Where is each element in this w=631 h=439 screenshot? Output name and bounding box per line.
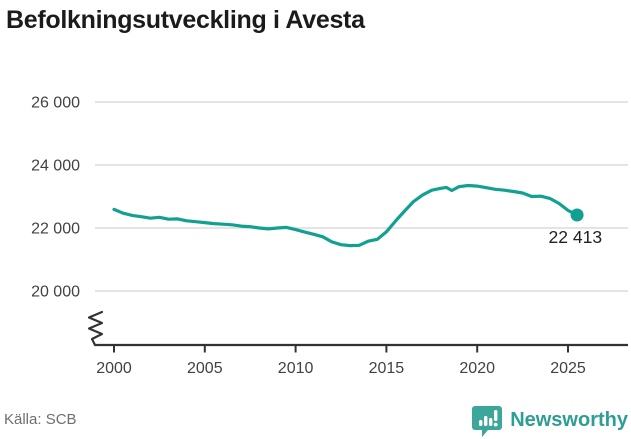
x-axis-tick-labels: 2000 2005 2010 2015 2020 2025 xyxy=(96,360,586,377)
bar-chart-speech-bubble-icon xyxy=(472,406,503,437)
end-point-marker xyxy=(570,208,584,222)
svg-text:2020: 2020 xyxy=(459,360,495,377)
svg-text:26 000: 26 000 xyxy=(31,95,80,112)
svg-text:20 000: 20 000 xyxy=(31,284,80,301)
svg-text:22 000: 22 000 xyxy=(31,221,80,238)
end-point-label: 22 413 xyxy=(549,227,603,247)
svg-text:2005: 2005 xyxy=(187,360,223,377)
y-axis-break-icon xyxy=(87,310,104,347)
svg-text:2025: 2025 xyxy=(550,360,586,377)
gridlines xyxy=(95,101,628,292)
svg-text:24 000: 24 000 xyxy=(31,158,80,175)
svg-text:2015: 2015 xyxy=(369,360,405,377)
chart-title: Befolkningsutveckling i Avesta xyxy=(6,6,365,34)
newsworthy-wordmark: Newsworthy xyxy=(510,409,628,431)
source-note: Källa: SCB xyxy=(4,411,77,428)
newsworthy-logo-link[interactable]: Newsworthy xyxy=(472,403,628,438)
svg-text:2000: 2000 xyxy=(96,360,132,377)
y-axis-tick-labels: 20 000 22 000 24 000 26 000 xyxy=(31,95,80,301)
x-axis xyxy=(95,343,628,353)
population-line xyxy=(112,183,579,248)
svg-text:2010: 2010 xyxy=(278,360,314,377)
